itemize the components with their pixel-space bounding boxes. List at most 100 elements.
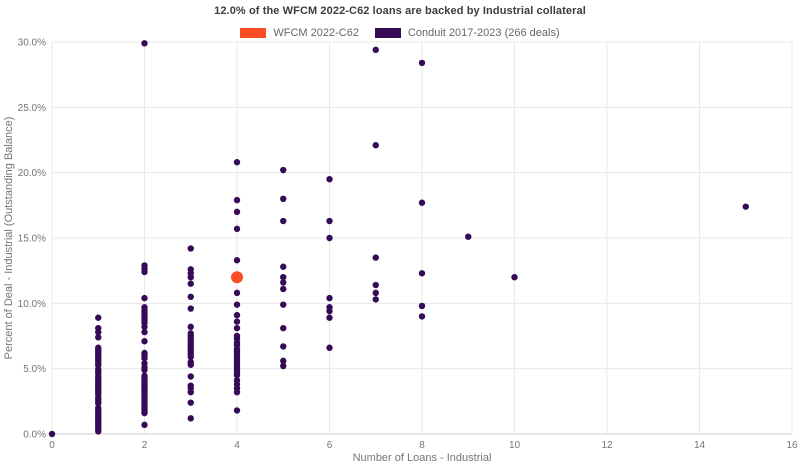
data-point-conduit[interactable] <box>418 302 426 310</box>
data-point-conduit[interactable] <box>465 233 472 240</box>
data-point-conduit[interactable] <box>233 196 241 204</box>
data-point-conduit[interactable] <box>233 332 241 340</box>
data-point-conduit[interactable] <box>141 349 148 357</box>
data-point-conduit[interactable] <box>187 373 194 380</box>
data-point-conduit[interactable] <box>418 59 426 67</box>
data-point-conduit[interactable] <box>233 159 241 166</box>
data-point-conduit[interactable] <box>187 358 194 366</box>
data-point-conduit[interactable] <box>280 324 287 332</box>
data-point-conduit[interactable] <box>511 274 518 281</box>
data-point-conduit[interactable] <box>233 225 241 233</box>
data-point-conduit[interactable] <box>141 360 148 367</box>
data-point-conduit[interactable] <box>95 314 102 321</box>
data-point-conduit[interactable] <box>233 289 241 297</box>
y-tick-label: 30.0% <box>18 38 46 49</box>
data-point-conduit[interactable] <box>187 330 194 337</box>
data-point-conduit[interactable] <box>742 203 749 210</box>
x-tick-label: 8 <box>419 440 425 451</box>
data-point-conduit[interactable] <box>233 407 241 414</box>
x-tick-label: 2 <box>142 440 148 451</box>
data-point-conduit[interactable] <box>280 285 287 293</box>
data-point-conduit[interactable] <box>372 296 379 303</box>
x-tick-label: 16 <box>786 440 798 451</box>
data-point-conduit[interactable] <box>418 313 426 320</box>
data-point-wfcm[interactable] <box>231 271 243 284</box>
data-point-conduit[interactable] <box>372 46 379 54</box>
data-point-conduit[interactable] <box>187 382 194 389</box>
chart-title: 12.0% of the WFCM 2022-C62 loans are bac… <box>214 5 586 17</box>
data-point-conduit[interactable] <box>233 208 241 216</box>
data-point-conduit[interactable] <box>280 263 287 270</box>
y-tick-label: 0.0% <box>23 430 46 441</box>
y-tick-label: 20.0% <box>18 168 46 179</box>
data-point-conduit[interactable] <box>141 262 148 269</box>
data-point-conduit[interactable] <box>280 343 287 350</box>
data-point-conduit[interactable] <box>187 280 194 287</box>
data-point-conduit[interactable] <box>372 254 379 261</box>
data-point-conduit[interactable] <box>95 344 102 351</box>
legend-label-conduit: Conduit 2017-2023 (266 deals) <box>407 27 560 39</box>
data-point-conduit[interactable] <box>280 195 287 202</box>
data-point-conduit[interactable] <box>326 314 333 321</box>
data-point-conduit[interactable] <box>418 199 426 206</box>
data-point-conduit[interactable] <box>326 344 333 351</box>
data-point-conduit[interactable] <box>95 334 102 341</box>
data-point-conduit[interactable] <box>141 338 148 345</box>
data-point-conduit[interactable] <box>326 304 333 311</box>
legend-item-conduit[interactable]: Conduit 2017-2023 (266 deals) <box>374 27 560 39</box>
data-point-conduit[interactable] <box>187 415 194 422</box>
data-point-conduit[interactable] <box>233 301 241 308</box>
data-point-conduit[interactable] <box>233 318 241 325</box>
data-point-conduit[interactable] <box>187 399 194 406</box>
x-tick-label: 6 <box>327 440 333 451</box>
data-point-conduit[interactable] <box>141 328 148 336</box>
y-tick-label: 5.0% <box>23 364 46 375</box>
data-point-conduit[interactable] <box>187 245 194 252</box>
x-tick-label: 12 <box>601 440 613 451</box>
legend-label-wfcm: WFCM 2022-C62 <box>273 27 359 39</box>
x-tick-label: 14 <box>694 440 706 451</box>
data-point-conduit[interactable] <box>187 293 194 300</box>
data-point-conduit[interactable] <box>141 294 148 302</box>
data-point-conduit[interactable] <box>233 257 241 264</box>
data-point-conduit[interactable] <box>326 176 333 183</box>
y-tick-label: 15.0% <box>18 234 46 245</box>
data-point-conduit[interactable] <box>280 279 287 286</box>
y-tick-label: 10.0% <box>18 299 46 310</box>
data-point-conduit[interactable] <box>372 289 379 297</box>
data-point-conduit[interactable] <box>280 357 287 365</box>
y-tick-label: 25.0% <box>18 103 46 114</box>
data-point-conduit[interactable] <box>48 430 56 438</box>
data-point-conduit[interactable] <box>187 323 194 331</box>
data-point-conduit[interactable] <box>95 404 102 412</box>
data-point-conduit[interactable] <box>326 294 333 302</box>
x-tick-label: 4 <box>234 440 240 451</box>
data-point-conduit[interactable] <box>280 274 287 281</box>
data-point-conduit[interactable] <box>280 362 287 370</box>
x-tick-label: 0 <box>49 440 55 451</box>
data-point-conduit[interactable] <box>372 142 379 149</box>
data-point-conduit[interactable] <box>418 270 426 277</box>
data-point-conduit[interactable] <box>141 372 148 380</box>
data-point-conduit[interactable] <box>187 266 194 273</box>
data-point-conduit[interactable] <box>280 217 287 225</box>
data-point-conduit[interactable] <box>280 301 287 308</box>
data-point-conduit[interactable] <box>187 305 194 312</box>
data-point-conduit[interactable] <box>233 311 241 319</box>
data-point-conduit[interactable] <box>233 324 241 332</box>
data-point-conduit[interactable] <box>95 324 102 332</box>
data-point-conduit[interactable] <box>141 304 148 311</box>
chart-legend: WFCM 2022-C62 Conduit 2017-2023 (266 dea… <box>0 27 800 39</box>
x-axis-title: Number of Loans - Industrial <box>352 452 492 464</box>
data-point-conduit[interactable] <box>233 377 241 384</box>
data-point-conduit[interactable] <box>326 217 333 225</box>
data-point-conduit[interactable] <box>141 40 148 47</box>
data-point-conduit[interactable] <box>326 234 333 242</box>
data-point-conduit[interactable] <box>141 421 148 429</box>
legend-item-wfcm[interactable]: WFCM 2022-C62 <box>240 27 359 39</box>
data-point-conduit[interactable] <box>372 281 379 289</box>
data-point-conduit[interactable] <box>280 166 287 174</box>
x-tick-label: 10 <box>509 440 521 451</box>
